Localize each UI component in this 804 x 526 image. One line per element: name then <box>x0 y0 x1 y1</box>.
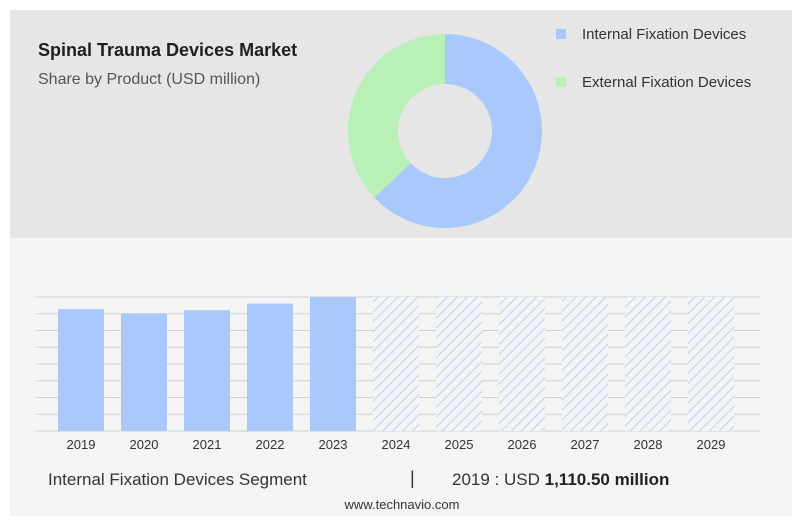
tick-label-2024: 2024 <box>382 437 411 452</box>
bar-2029 <box>688 297 734 431</box>
segment-label: Internal Fixation Devices Segment <box>48 470 307 489</box>
source-credit: www.technavio.com <box>344 497 460 512</box>
tick-label-2022: 2022 <box>256 437 285 452</box>
legend-item-internal: Internal Fixation Devices <box>556 24 751 44</box>
bar-2028 <box>625 297 671 431</box>
bar-2025 <box>436 297 482 431</box>
footer-divider: | <box>410 468 415 488</box>
segment-value: 2019 : USD 1,110.50 million <box>452 470 669 490</box>
legend-item-external: External Fixation Devices <box>556 72 751 92</box>
bar-2024 <box>373 297 419 431</box>
segment-value-amount: 1,110.50 million <box>544 470 670 489</box>
legend: Internal Fixation Devices External Fixat… <box>556 24 751 120</box>
donut-slice-internal <box>374 34 542 228</box>
bar-2022 <box>247 303 293 431</box>
tick-label-2021: 2021 <box>193 437 222 452</box>
tick-label-2026: 2026 <box>508 437 537 452</box>
bar-2026 <box>499 297 545 431</box>
bar-2027 <box>562 297 608 431</box>
chart-subtitle: Share by Product (USD million) <box>38 71 261 88</box>
legend-label-internal: Internal Fixation Devices <box>582 25 747 43</box>
donut-chart <box>340 30 550 236</box>
tick-label-2028: 2028 <box>634 437 663 452</box>
tick-label-2025: 2025 <box>445 437 474 452</box>
bar-2019 <box>58 309 104 431</box>
chart-title: Spinal Trauma Devices Market <box>38 40 298 60</box>
tick-label-2020: 2020 <box>130 437 159 452</box>
legend-label-external: External Fixation Devices <box>582 73 752 91</box>
segment-year-label: 2019 : USD <box>452 470 540 489</box>
bar-chart: 2019 2020 2021 2022 2023 2024 2025 2026 2027 2028… <box>36 292 764 462</box>
tick-label-2029: 2029 <box>697 437 726 452</box>
donut-slice-external <box>348 34 445 198</box>
tick-label-2023: 2023 <box>319 437 348 452</box>
tick-label-2027: 2027 <box>571 437 600 452</box>
bar-2021 <box>184 310 230 431</box>
legend-swatch-internal <box>556 29 566 39</box>
bar-2020 <box>121 313 167 431</box>
bar-2023 <box>310 297 356 431</box>
legend-swatch-external <box>556 77 566 87</box>
tick-label-2019: 2019 <box>67 437 96 452</box>
